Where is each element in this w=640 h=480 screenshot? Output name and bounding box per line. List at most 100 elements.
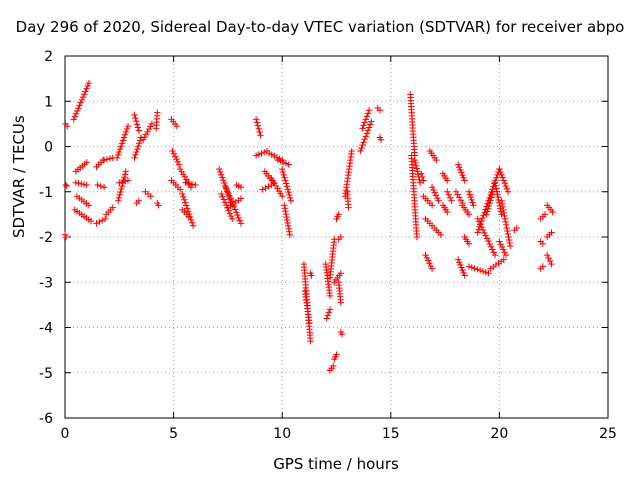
data-point (255, 151, 263, 158)
data-point (117, 188, 124, 196)
data-point (234, 211, 241, 219)
data-point (428, 265, 436, 272)
data-point (231, 206, 239, 213)
data-point (134, 145, 141, 153)
data-point (254, 122, 262, 129)
data-point (154, 109, 161, 116)
data-point (133, 148, 140, 156)
data-point (308, 272, 315, 279)
data-point (135, 197, 143, 204)
data-point (121, 131, 129, 138)
data-point (494, 193, 502, 201)
data-point (345, 204, 352, 211)
data-point (414, 171, 422, 178)
data-point (431, 189, 438, 196)
data-point (115, 194, 123, 202)
data-point (483, 235, 491, 242)
data-point (360, 139, 367, 146)
data-point (497, 241, 504, 248)
data-point (252, 116, 260, 123)
data-point (422, 251, 429, 259)
data-point (460, 269, 467, 277)
y-tick-label: 2 (44, 49, 53, 65)
data-point (176, 186, 184, 193)
data-point (501, 249, 508, 256)
data-point (228, 197, 235, 205)
data-point (513, 224, 520, 232)
data-point (470, 202, 477, 209)
data-point (82, 88, 89, 95)
y-tick-label: -6 (39, 411, 53, 427)
data-point (506, 239, 513, 247)
data-point (115, 148, 123, 156)
data-point (99, 217, 106, 224)
data-point (434, 194, 441, 202)
data-point (103, 156, 111, 163)
data-point (217, 168, 224, 176)
data-point (487, 243, 495, 250)
data-point (77, 99, 84, 106)
data-point (185, 180, 193, 187)
data-point (219, 193, 226, 200)
data-point (424, 257, 432, 264)
data-point (223, 186, 231, 194)
data-point (72, 110, 80, 117)
data-point (488, 194, 495, 201)
data-point (253, 119, 261, 126)
data-point (122, 128, 130, 136)
data-point (411, 156, 418, 164)
data-point (226, 192, 233, 199)
data-point (498, 171, 505, 178)
data-point (376, 107, 384, 114)
data-point (479, 226, 487, 234)
data-point (182, 179, 189, 186)
data-point (414, 168, 421, 175)
data-point (492, 182, 499, 189)
data-point (85, 79, 93, 87)
data-point (488, 191, 496, 198)
data-point (500, 209, 508, 217)
data-point (222, 184, 229, 191)
data-point (485, 237, 492, 245)
data-point (363, 113, 371, 120)
data-point (480, 211, 487, 219)
data-point (185, 213, 193, 220)
data-point (121, 171, 129, 178)
data-point (359, 125, 366, 132)
data-point (505, 236, 513, 244)
data-point (364, 127, 372, 134)
data-point (277, 158, 284, 165)
data-point (258, 150, 265, 157)
data-point (501, 215, 509, 223)
data-point (83, 85, 90, 92)
data-point (496, 238, 503, 245)
data-point (433, 156, 440, 164)
data-point (179, 190, 186, 198)
data-point (484, 205, 492, 212)
data-point (483, 208, 491, 215)
data-point (233, 209, 240, 216)
data-point (192, 181, 199, 189)
data-point (465, 188, 473, 195)
x-axis-label: GPS time / hours (273, 455, 399, 473)
data-point (109, 204, 116, 211)
data-point (83, 181, 90, 189)
data-point (418, 170, 425, 177)
data-point (118, 185, 125, 193)
data-point (268, 181, 275, 189)
data-point (416, 179, 424, 186)
data-point (115, 197, 122, 204)
data-point (118, 178, 126, 186)
data-point (420, 177, 427, 184)
data-point (504, 227, 511, 235)
data-point (282, 180, 290, 187)
data-point (118, 140, 126, 147)
data-point (282, 177, 289, 184)
data-point (357, 147, 364, 155)
data-point (493, 185, 500, 192)
data-point (365, 107, 373, 114)
data-point (75, 105, 82, 112)
data-point (72, 179, 80, 186)
data-point (481, 229, 488, 237)
